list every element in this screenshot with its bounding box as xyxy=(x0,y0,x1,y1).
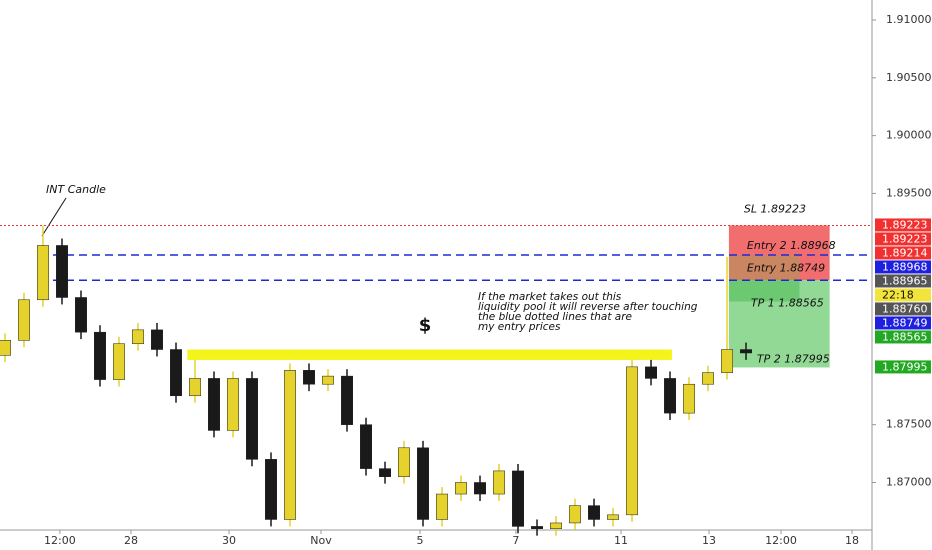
price-label-box xyxy=(875,360,931,374)
candle-body xyxy=(208,378,220,431)
candle-body xyxy=(417,447,429,520)
candle-body xyxy=(37,245,49,301)
price-label-box xyxy=(875,302,931,316)
candle-body xyxy=(379,468,391,477)
entry2-label: Entry 2 1.88968 xyxy=(747,239,836,252)
y-tick-label: 1.89500 xyxy=(886,186,932,199)
int-candle-arrow xyxy=(41,197,67,237)
candle-body xyxy=(284,370,296,520)
candle-body xyxy=(721,349,733,373)
price-label-box xyxy=(875,330,931,344)
candle-body xyxy=(18,299,30,341)
candle-body xyxy=(303,370,315,385)
x-tick-label: Nov xyxy=(310,534,332,547)
candle-body xyxy=(227,378,239,431)
candle-body xyxy=(455,482,467,495)
candle-body xyxy=(512,470,524,527)
price-label: 1.89214 xyxy=(882,246,928,259)
candle-body xyxy=(740,349,752,354)
candle-body xyxy=(607,514,619,520)
price-label: 1.89223 xyxy=(882,232,928,245)
candle-body xyxy=(531,526,543,529)
tp2-label: TP 2 1.87995 xyxy=(757,352,830,365)
candle-body xyxy=(683,383,695,414)
x-tick-label: 30 xyxy=(222,534,236,547)
candle-body xyxy=(151,329,163,350)
price-label-box xyxy=(875,288,931,302)
candle-body xyxy=(398,447,410,477)
price-label: 1.88965 xyxy=(882,274,928,287)
price-label-box xyxy=(875,246,931,260)
candle-body xyxy=(113,343,125,380)
candle-body xyxy=(0,340,11,356)
candle-body xyxy=(474,482,486,495)
candle-body xyxy=(246,378,258,460)
x-tick-label: 28 xyxy=(124,534,138,547)
note-line: If the market takes out this xyxy=(478,291,622,303)
dollar-sign: $ xyxy=(419,315,432,336)
candle-body xyxy=(75,297,87,333)
candle-body xyxy=(94,331,106,380)
candle-body xyxy=(189,378,201,397)
tp1-zone xyxy=(728,280,800,302)
price-label: 1.88968 xyxy=(882,260,928,273)
candle-body xyxy=(56,245,68,298)
x-tick-label: 13 xyxy=(702,534,716,547)
x-tick-label: 11 xyxy=(614,534,628,547)
price-label-box xyxy=(875,218,931,232)
liquidity-zone xyxy=(187,349,672,360)
y-tick-label: 1.91000 xyxy=(886,13,932,26)
price-label: 1.88749 xyxy=(882,316,928,329)
sl-label: SL 1.89223 xyxy=(744,202,806,215)
x-tick-label: 12:00 xyxy=(765,534,797,547)
candle-body xyxy=(132,329,144,344)
y-tick-label: 1.87500 xyxy=(886,418,932,431)
candle-body xyxy=(265,459,277,520)
y-tick-label: 1.87000 xyxy=(886,475,932,488)
candle-body xyxy=(360,424,372,469)
candle-body xyxy=(588,505,600,520)
y-tick-label: 1.90000 xyxy=(886,129,932,142)
y-tick-label: 1.90500 xyxy=(886,71,932,84)
candle-body xyxy=(436,493,448,520)
candle-body xyxy=(170,349,182,397)
price-label: 1.88760 xyxy=(882,302,928,315)
note-line: my entry prices xyxy=(478,321,561,333)
price-label-box xyxy=(875,316,931,330)
x-tick-label: 5 xyxy=(416,534,423,547)
candle-body xyxy=(645,366,657,379)
price-label-box xyxy=(875,260,931,274)
x-tick-label: 18 xyxy=(845,534,859,547)
candle-body xyxy=(626,366,638,516)
price-label-box xyxy=(875,274,931,288)
price-label: 1.87995 xyxy=(882,360,928,373)
entry1-label: Entry 1.88749 xyxy=(747,261,825,274)
note-line: liquidity pool it will reverse after tou… xyxy=(478,301,698,313)
x-tick-label: 12:00 xyxy=(44,534,76,547)
tp1-label: TP 1 1.88565 xyxy=(751,297,824,310)
candle-body xyxy=(550,522,562,529)
candle-body xyxy=(341,375,353,425)
price-label: 1.89223 xyxy=(882,218,928,231)
x-tick-label: 7 xyxy=(512,534,519,547)
entry-zone xyxy=(728,254,800,281)
price-label-box xyxy=(875,232,931,246)
candle-body xyxy=(493,470,505,495)
int-candle-label: INT Candle xyxy=(46,183,106,196)
candle-body xyxy=(322,375,334,385)
price-label: 1.88565 xyxy=(882,330,928,343)
candle-body xyxy=(702,372,714,385)
candle-body xyxy=(664,378,676,414)
price-label: 22:18 xyxy=(882,288,914,301)
note-line: the blue dotted lines that are xyxy=(478,311,632,323)
candle-body xyxy=(569,505,581,524)
